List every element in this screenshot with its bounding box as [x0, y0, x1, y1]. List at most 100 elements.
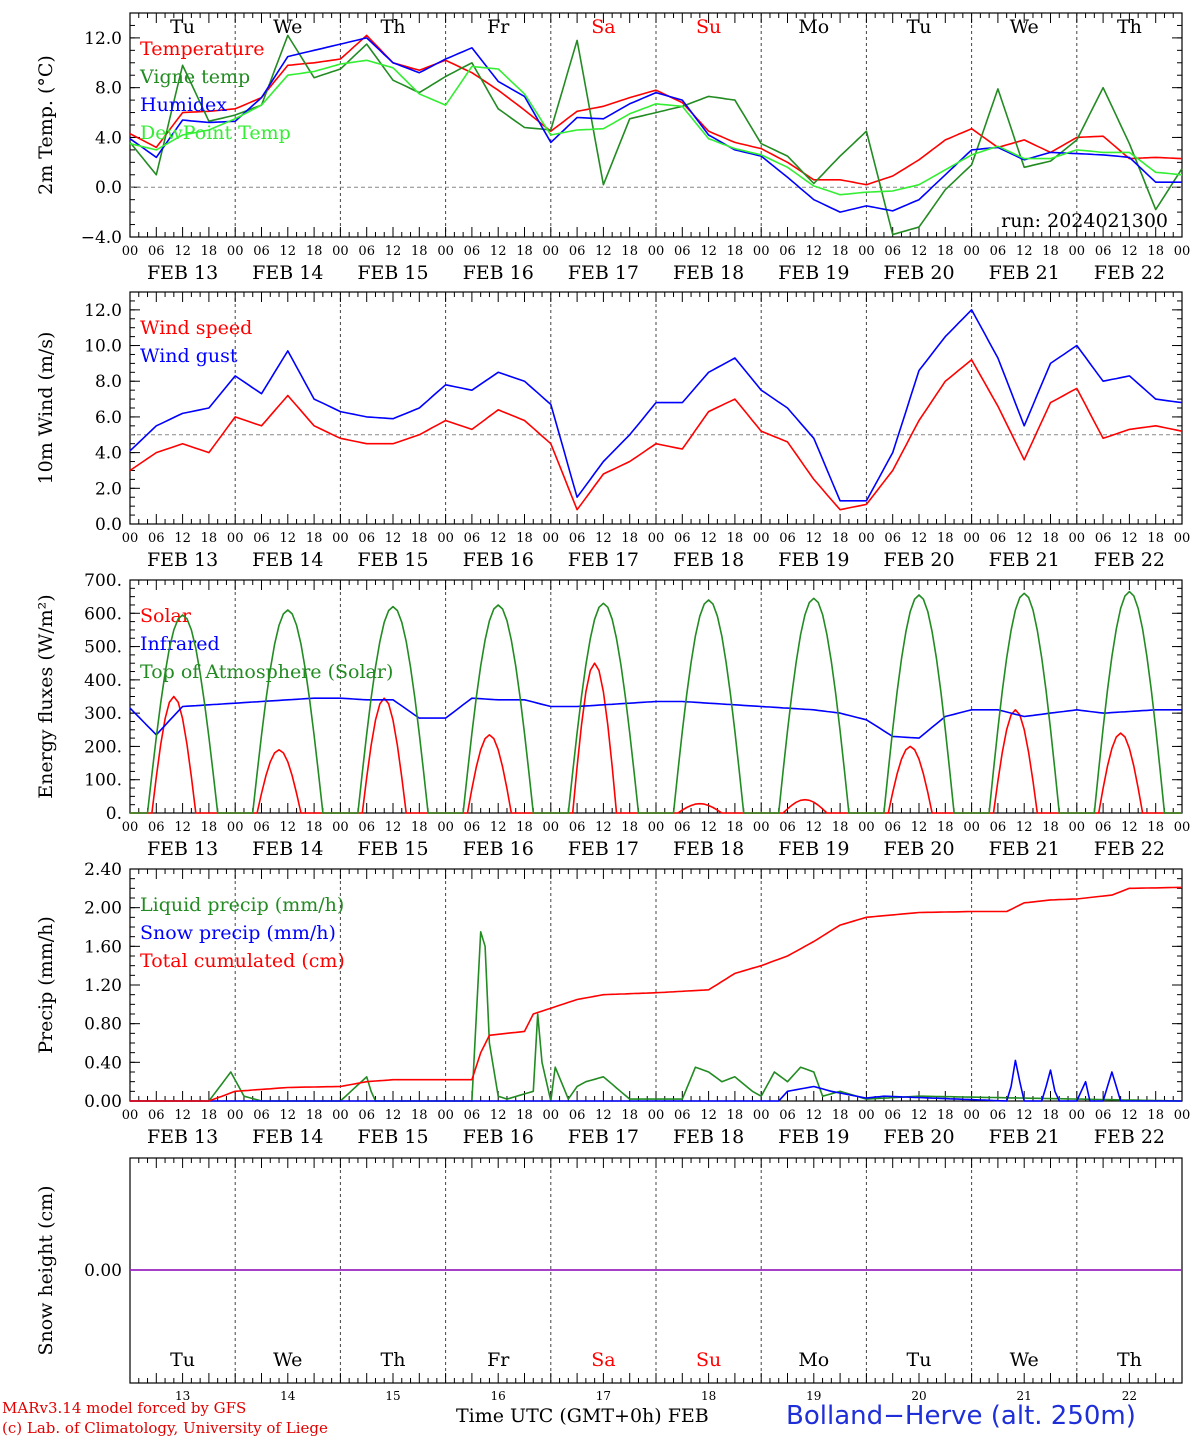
hour-tick-label: 06 [1095, 531, 1112, 546]
hour-tick-label: 06 [148, 531, 165, 546]
date-label: FEB 21 [989, 1126, 1060, 1148]
hour-tick-label: 18 [621, 1108, 638, 1123]
hour-tick-label: 06 [253, 820, 270, 835]
hour-tick-label: 18 [832, 244, 849, 259]
hour-tick-label: 00 [648, 244, 665, 259]
hour-tick-label: 00 [1069, 531, 1086, 546]
y-tick-label: 1.60 [84, 937, 122, 957]
day-abbrev: Tu [170, 16, 195, 38]
hour-tick-label: 18 [937, 244, 954, 259]
hour-tick-label: 06 [253, 244, 270, 259]
date-label: FEB 18 [673, 1126, 744, 1148]
date-label: FEB 13 [147, 262, 218, 284]
date-label: FEB 18 [673, 262, 744, 284]
hour-tick-label: 12 [1016, 1108, 1033, 1123]
panel-2: 00 06 12 18 FEB 13 00 06 12 18 FEB 14 00 06 12 18 FEB … [122, 291, 1190, 571]
series-humidex [129, 37, 1182, 213]
hour-tick-label: 06 [569, 1108, 586, 1123]
date-label: FEB 17 [568, 549, 639, 571]
y-tick-label: 0. [106, 804, 122, 824]
hour-tick-label: 00 [332, 1108, 349, 1123]
hour-tick-label: 12 [1121, 531, 1138, 546]
hour-tick-label: 00 [753, 531, 770, 546]
legend-series-dewpoint-temp: DewPoint Temp [140, 122, 291, 144]
hour-tick-label: 00 [543, 244, 560, 259]
y-axis-label: Snow height (cm) [35, 1185, 57, 1355]
hour-tick-label: 12 [595, 531, 612, 546]
hour-tick-label: 12 [490, 820, 507, 835]
hour-tick-label: 06 [569, 531, 586, 546]
hour-tick-label: 06 [569, 244, 586, 259]
date-label: FEB 16 [463, 262, 534, 284]
hour-tick-label: 12 [280, 1108, 297, 1123]
hour-tick-label: 00 [227, 244, 244, 259]
hour-tick-label: 12 [174, 244, 191, 259]
hour-tick-label: 00 [963, 1108, 980, 1123]
date-label: FEB 21 [989, 262, 1060, 284]
hour-tick-label: 06 [884, 244, 901, 259]
chart-1: −4.0 0.0 4.0 8.0 12.0 2m Temp. (°C) Temperatur… [35, 12, 1183, 248]
hour-tick-label: 06 [674, 820, 691, 835]
panel-1: 00 06 12 18 FEB 13 00 06 12 18 FEB 14 00 06 12 18 FEB … [122, 12, 1190, 284]
hour-tick-label: 12 [174, 820, 191, 835]
hour-tick-label: 18 [516, 820, 533, 835]
hour-tick-label: 18 [201, 820, 218, 835]
hour-tick-label: 06 [674, 244, 691, 259]
hour-tick-label: 00 [858, 531, 875, 546]
date-label: FEB 17 [568, 262, 639, 284]
hour-tick-label: 06 [990, 820, 1007, 835]
day-abbrev: We [1010, 1349, 1039, 1371]
hour-tick-label: 12 [1121, 1108, 1138, 1123]
day-number: 19 [806, 1389, 821, 1403]
hour-tick-label: 00 [648, 1108, 665, 1123]
hour-tick-label: 12 [911, 531, 928, 546]
y-tick-label: 2.40 [84, 860, 122, 880]
day-abbrev: Th [381, 16, 406, 38]
date-label: FEB 22 [1094, 1126, 1165, 1148]
hour-tick-label: 18 [727, 1108, 744, 1123]
panel-4: 00 06 12 18 FEB 13 00 06 12 18 FEB 14 00 06 12 18 FEB … [122, 868, 1190, 1148]
y-tick-label: 4.0 [95, 444, 122, 464]
y-tick-label: 300. [84, 704, 122, 724]
day-abbrev: We [273, 16, 302, 38]
y-tick-label: 200. [84, 737, 122, 757]
date-label: FEB 18 [673, 838, 744, 860]
y-tick-label: 2.0 [95, 479, 122, 499]
y-tick-label: 12.0 [84, 29, 122, 49]
hour-tick-label: 00 [1069, 820, 1086, 835]
hour-tick-label: 12 [490, 531, 507, 546]
series-wind-gust [129, 309, 1183, 502]
date-label: FEB 20 [883, 1126, 954, 1148]
hour-tick-label: 06 [464, 820, 481, 835]
hour-tick-label: 00 [332, 244, 349, 259]
hour-tick-label: 00 [437, 531, 454, 546]
day-abbrev: We [1010, 16, 1039, 38]
date-label: FEB 20 [883, 838, 954, 860]
date-label: FEB 20 [883, 262, 954, 284]
hour-tick-label: 18 [201, 531, 218, 546]
hour-tick-label: 00 [437, 820, 454, 835]
hour-tick-label: 06 [358, 531, 375, 546]
hour-tick-label: 18 [937, 1108, 954, 1123]
day-number: 13 [175, 1389, 190, 1403]
y-tick-label: 0.00 [84, 1092, 122, 1112]
hour-tick-label: 00 [122, 820, 139, 835]
date-label: FEB 16 [463, 838, 534, 860]
y-tick-label: 8.0 [95, 372, 122, 392]
hour-tick-label: 18 [1042, 1108, 1059, 1123]
hour-tick-label: 18 [411, 820, 428, 835]
hour-tick-label: 06 [464, 531, 481, 546]
date-label: FEB 22 [1094, 838, 1165, 860]
day-abbrev: Su [696, 1349, 721, 1371]
y-tick-label: 0.0 [95, 178, 122, 198]
date-label: FEB 15 [357, 1126, 428, 1148]
hour-tick-label: 06 [358, 820, 375, 835]
date-label: FEB 19 [778, 1126, 849, 1148]
hour-tick-label: 06 [1095, 244, 1112, 259]
chart-5: 0.00 Snow height (cm) [35, 1185, 1182, 1356]
hour-tick-label: 12 [1016, 820, 1033, 835]
hour-tick-label: 18 [832, 531, 849, 546]
date-label: FEB 14 [252, 1126, 323, 1148]
y-tick-label: 0.80 [84, 1015, 122, 1035]
